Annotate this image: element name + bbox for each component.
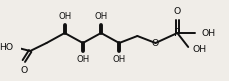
Text: OH: OH [94,12,107,21]
Text: OH: OH [192,46,206,55]
Text: OH: OH [201,29,215,38]
Text: OH: OH [76,55,89,64]
Text: P: P [173,28,180,38]
Text: O: O [151,40,158,49]
Text: O: O [20,66,27,75]
Text: O: O [173,7,180,16]
Text: OH: OH [58,12,71,21]
Text: HO: HO [0,43,13,52]
Text: OH: OH [112,55,125,64]
